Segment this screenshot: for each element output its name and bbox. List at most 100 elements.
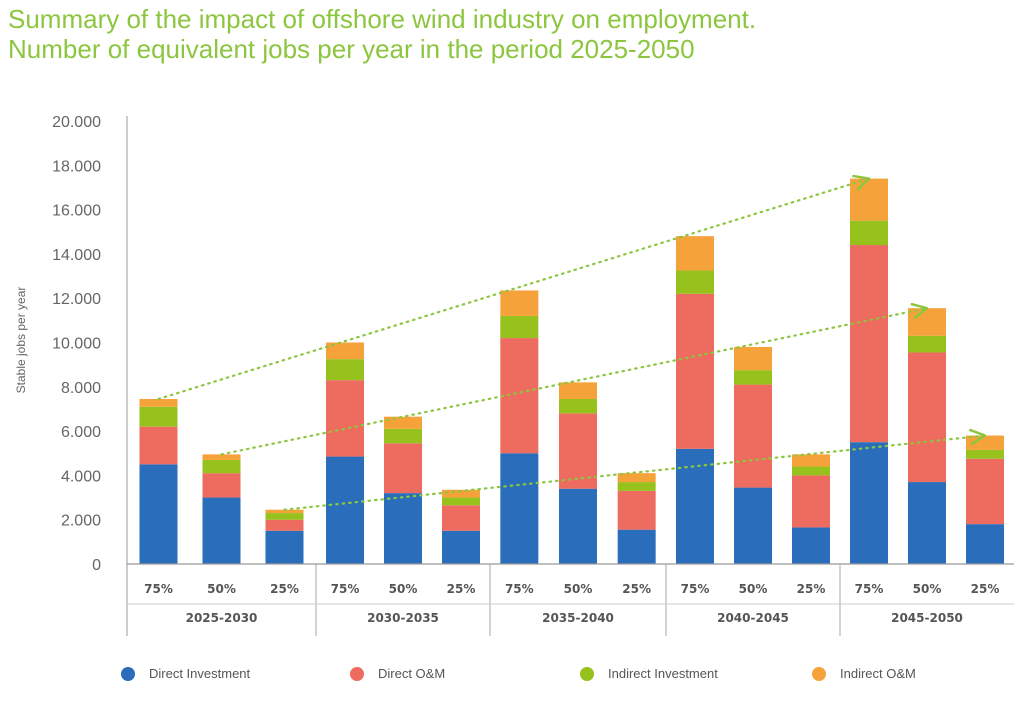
bar-segment [559,413,597,489]
legend-swatch [121,666,135,681]
trend-line-25 [283,434,987,511]
bar-segment [559,398,597,414]
x-tick-label: 75% [681,582,710,596]
bar-segment [676,293,714,449]
bar-segment [850,178,888,221]
bar-segment [139,464,178,564]
bar-segment [384,416,422,429]
bar-segment [908,308,946,336]
bar-segment [676,270,714,294]
bar-segment [559,382,597,399]
bar-segment [908,352,946,483]
legend-swatch [350,666,364,681]
bar-segment [676,236,714,271]
legend-label: Direct O&M [378,666,446,681]
bar-segment [384,443,422,494]
y-tick-label: 2.000 [61,513,101,530]
bar-segment [265,509,304,514]
bar-segment [139,426,178,465]
bar-segment [202,454,241,460]
bar-segment [966,435,1004,450]
y-tick-label: 8.000 [61,380,101,397]
trend-line-75 [157,177,871,401]
x-tick-label: 50% [564,582,593,596]
title-line-2: Number of equivalent jobs per year in th… [8,34,695,64]
x-tick-label: 25% [270,582,299,596]
x-tick-label: 75% [505,582,534,596]
bar-segment [850,245,888,443]
bar-segment [442,489,480,498]
bar-segment [617,482,656,491]
x-tick-label: 25% [622,582,651,596]
bar-segment [676,448,714,564]
y-tick-label: 18.000 [52,158,101,175]
y-axis-label: Stable jobs per year [14,287,28,394]
bar-segment [202,473,241,498]
y-tick-label: 20.000 [52,114,101,131]
bar-segment [966,449,1004,459]
legend-label: Direct Investment [149,666,251,681]
group-label: 2045-2050 [891,611,963,625]
y-tick-label: 16.000 [52,203,101,220]
trend-arrowhead [969,428,987,446]
y-tick-label: 12.000 [52,291,101,308]
trend-arrowhead [852,174,871,191]
legend-item: Direct Investment [121,666,250,681]
bar-segment [384,428,422,444]
bar-segment [500,315,539,339]
x-tick-label: 25% [797,582,826,596]
bar-segment [326,359,364,381]
bar-segment [559,488,597,564]
chart-title: Summary of the impact of offshore wind i… [8,4,756,64]
bar-segment [908,482,946,564]
legend-label: Indirect Investment [608,666,718,681]
bar-segment [500,338,539,454]
group-label: 2025-2030 [186,611,258,625]
bar-segment [966,524,1004,564]
bar-segment [139,398,178,407]
bar-segment [734,346,772,371]
x-tick-label: 25% [971,582,1000,596]
x-tick-label: 50% [739,582,768,596]
bar-segment [734,370,772,385]
bar-segment [442,530,480,564]
legend-swatch [812,666,826,681]
bar-segment [792,475,830,528]
bar-segment [617,473,656,483]
x-tick-label: 50% [913,582,942,596]
bar-segment [265,530,304,564]
legend-item: Indirect O&M [812,666,916,681]
title-line-1: Summary of the impact of offshore wind i… [8,4,757,34]
bar-segment [850,220,888,246]
bar-segment [265,513,304,520]
bar-segment [326,342,364,360]
bar-segment [265,519,304,531]
legend-swatch [580,666,594,681]
y-tick-label: 0 [92,557,101,574]
bar-segment [792,527,830,564]
x-tick-label: 50% [207,582,236,596]
bar-segment [966,458,1004,525]
bar-segment [442,505,480,531]
group-label: 2035-2040 [542,611,614,625]
bar-segment [500,290,539,316]
bar-segment [617,490,656,530]
bar-segment [326,456,364,564]
y-tick-label: 10.000 [52,336,101,353]
x-tick-label: 75% [855,582,884,596]
bar-segment [617,529,656,564]
y-tick-label: 6.000 [61,424,101,441]
legend-item: Direct O&M [350,666,445,681]
bar-segment [202,497,241,564]
x-tick-label: 75% [331,582,360,596]
x-tick-label: 25% [447,582,476,596]
legend-label: Indirect O&M [840,666,916,681]
y-tick-label: 4.000 [61,468,101,485]
y-tick-label: 14.000 [52,247,101,264]
bar-segment [792,466,830,476]
bar-segment [139,406,178,427]
x-tick-label: 75% [144,582,173,596]
bar-segment [734,384,772,488]
trend-arrowhead [910,302,929,320]
